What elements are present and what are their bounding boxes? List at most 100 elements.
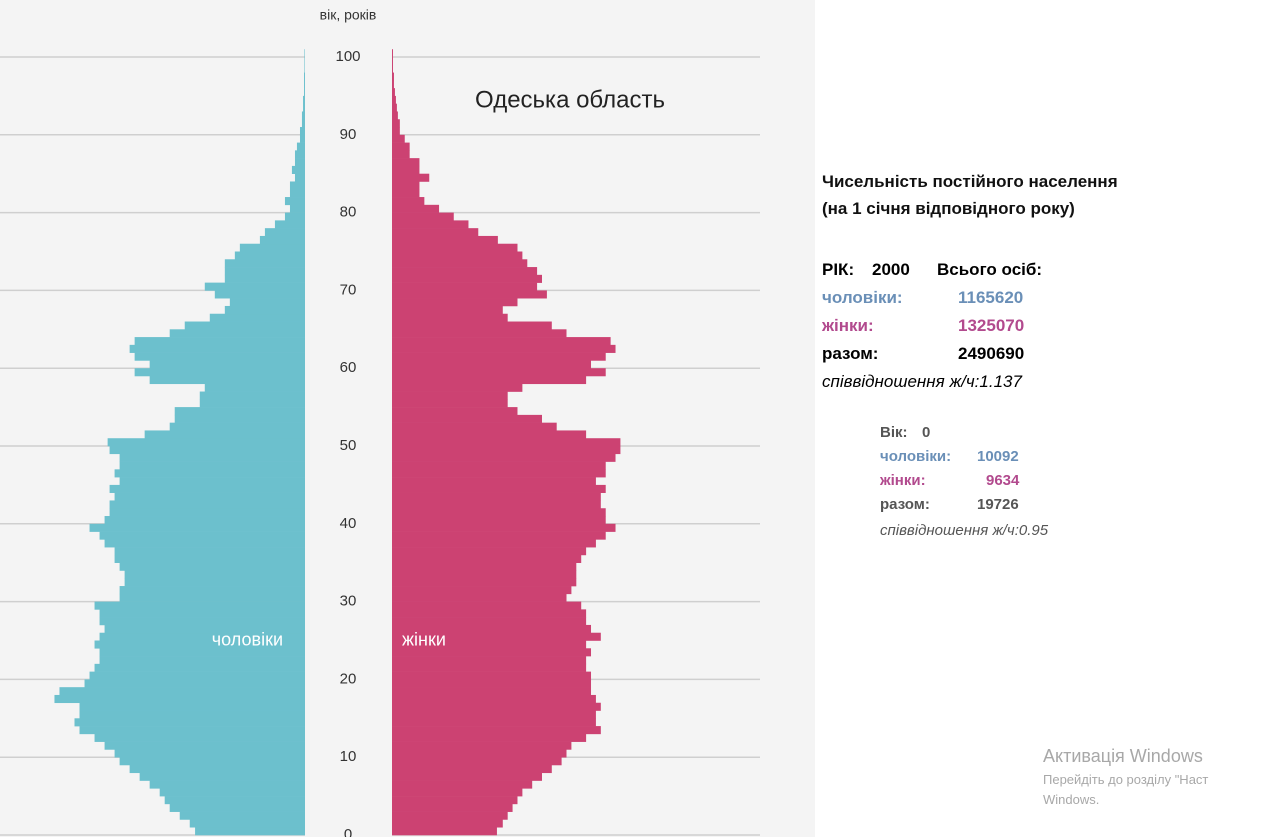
bar <box>109 508 305 517</box>
panel-heading: Чисельність постійного населення <box>822 172 1118 191</box>
bar <box>289 181 305 190</box>
men-value: 1165620 <box>958 288 1024 307</box>
bar <box>129 344 305 353</box>
ratio-label: співвідношення ж/ч: <box>822 372 980 391</box>
bar <box>119 453 305 462</box>
bar <box>392 733 587 742</box>
bar <box>392 173 430 182</box>
bar <box>392 399 508 408</box>
bar <box>392 601 582 610</box>
bar <box>114 469 305 478</box>
bar <box>79 726 306 735</box>
y-axis-label: вік, років <box>320 7 377 23</box>
bar <box>164 796 305 805</box>
bar <box>99 609 305 618</box>
bar <box>304 57 305 66</box>
bar <box>303 103 305 112</box>
bar <box>392 337 611 346</box>
bar <box>392 212 454 221</box>
bar <box>109 484 305 493</box>
bar <box>294 158 305 167</box>
bar <box>99 531 305 540</box>
y-tick-label: 20 <box>340 670 357 687</box>
bar <box>59 687 305 696</box>
bar <box>392 305 503 315</box>
bar <box>291 165 305 174</box>
chart: вік, років Одеська область 0 10 20 30 40 50 60… <box>0 0 815 837</box>
bar <box>392 492 601 501</box>
bar <box>392 570 577 579</box>
women-value: 9634 <box>986 472 1020 489</box>
bar <box>144 430 305 439</box>
bar <box>392 181 420 190</box>
bar <box>299 134 305 143</box>
bar <box>304 88 305 97</box>
bar <box>392 741 572 750</box>
bar <box>284 197 305 206</box>
bar <box>134 352 305 361</box>
all-label: Всього осіб: <box>937 260 1043 279</box>
bar <box>109 446 305 455</box>
bar <box>392 360 592 369</box>
bar <box>74 718 305 727</box>
women-label: жінки: <box>822 316 874 335</box>
bar <box>392 158 420 167</box>
bar <box>119 461 305 470</box>
bar <box>392 259 528 268</box>
bar <box>99 648 305 657</box>
bar <box>392 477 596 486</box>
bar <box>119 593 305 602</box>
bar <box>234 251 305 260</box>
bar <box>54 694 305 704</box>
bar <box>392 640 587 649</box>
bar <box>392 111 398 120</box>
bar <box>392 819 503 828</box>
women-label: жінки: <box>880 472 926 489</box>
bar <box>392 49 393 58</box>
bar <box>392 609 587 618</box>
bar <box>109 500 305 509</box>
bar <box>392 290 547 299</box>
bar <box>392 508 606 517</box>
bar <box>392 796 518 805</box>
bar <box>392 624 592 634</box>
bar <box>294 173 305 182</box>
bar <box>124 578 305 587</box>
bar <box>392 375 587 385</box>
bar <box>392 803 513 812</box>
bar <box>392 702 601 711</box>
bar <box>392 523 616 532</box>
bar <box>124 570 305 579</box>
bar <box>296 142 305 151</box>
y-tick-label: 10 <box>340 748 357 765</box>
y-tick-label: 80 <box>340 204 357 221</box>
bar <box>392 57 393 66</box>
bar <box>214 290 305 299</box>
bar <box>159 788 305 797</box>
bar <box>119 562 305 571</box>
bar <box>392 811 508 820</box>
bar <box>392 453 616 462</box>
bar <box>104 539 305 548</box>
age-value: 0 <box>922 424 931 441</box>
bar <box>304 49 305 58</box>
y-tick-label: 100 <box>335 48 360 65</box>
bar <box>392 267 538 276</box>
bar <box>392 726 601 735</box>
total-label: разом: <box>822 344 879 363</box>
bar <box>119 757 305 766</box>
bar <box>392 578 577 587</box>
bar <box>392 251 523 260</box>
bar <box>392 687 592 696</box>
year: 2000 <box>872 260 910 279</box>
bar <box>392 204 440 213</box>
bar <box>392 749 567 758</box>
year-label: РІК: <box>822 260 855 279</box>
bar <box>119 477 305 486</box>
bar <box>392 329 567 338</box>
bar <box>392 827 497 836</box>
bar <box>392 788 523 797</box>
bar <box>195 827 305 836</box>
bar <box>304 64 305 73</box>
